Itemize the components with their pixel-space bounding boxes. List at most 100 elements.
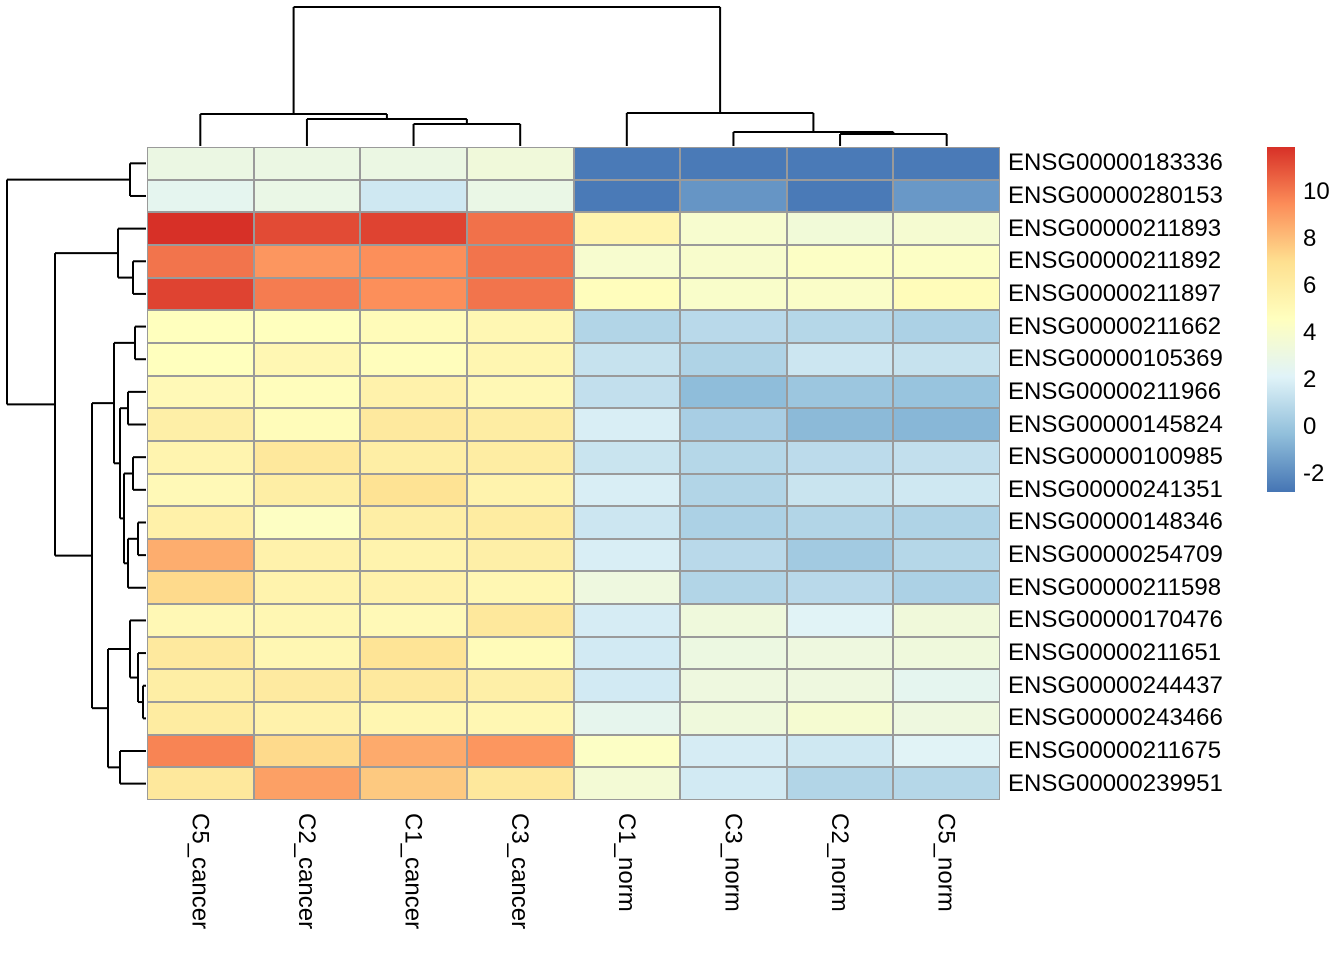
heatmap-cell — [253, 277, 361, 311]
column-label: C3_cancer — [506, 813, 534, 930]
heatmap-cell — [680, 571, 787, 605]
heatmap-cell — [253, 440, 361, 474]
row-label: ENSG00000183336 — [1008, 149, 1223, 177]
row-label: ENSG00000211897 — [1008, 279, 1222, 307]
heatmap-cell — [786, 538, 894, 572]
row-label: ENSG00000211966 — [1008, 377, 1222, 405]
heatmap-cell — [786, 277, 894, 311]
heatmap-cell — [147, 473, 254, 507]
heatmap-cell — [466, 767, 574, 800]
heatmap-cell — [253, 244, 361, 278]
heatmap-cell — [147, 669, 254, 703]
heatmap-cell — [786, 147, 894, 180]
heatmap-cell — [466, 506, 574, 539]
heatmap-cell — [466, 310, 574, 343]
heatmap-cell — [680, 636, 787, 670]
heatmap-cell — [573, 473, 681, 507]
heatmap-cell — [893, 147, 1000, 180]
heatmap-cell — [893, 767, 1000, 800]
row-dendrogram — [6, 162, 146, 785]
row-label: ENSG00000211892 — [1008, 247, 1222, 275]
heatmap-cell — [360, 702, 467, 735]
heatmap-cell — [786, 669, 894, 703]
heatmap-cell — [466, 277, 574, 311]
heatmap-cell — [786, 212, 894, 245]
heatmap-cell — [786, 375, 894, 409]
heatmap-cell — [573, 702, 681, 735]
heatmap-cell — [573, 506, 681, 539]
heatmap-cell — [253, 212, 361, 245]
heatmap-cell — [466, 734, 574, 768]
heatmap-cell — [253, 538, 361, 572]
heatmap-cell — [466, 408, 574, 441]
row-label: ENSG00000145824 — [1008, 410, 1223, 438]
heatmap-cell — [786, 179, 894, 213]
heatmap-cell — [147, 408, 254, 441]
heatmap-cell — [680, 506, 787, 539]
heatmap-cell — [360, 538, 467, 572]
heatmap-cell — [786, 342, 894, 376]
heatmap-cell — [893, 244, 1000, 278]
heatmap-cell — [466, 375, 574, 409]
heatmap-cell — [360, 506, 467, 539]
row-label: ENSG00000100985 — [1008, 443, 1223, 471]
heatmap-cell — [893, 310, 1000, 343]
row-label: ENSG00000239951 — [1008, 769, 1223, 797]
heatmap-cell — [253, 179, 361, 213]
heatmap-cell — [360, 669, 467, 703]
heatmap-cell — [680, 342, 787, 376]
heatmap-cell — [893, 669, 1000, 703]
heatmap-cell — [253, 473, 361, 507]
heatmap-cell — [466, 669, 574, 703]
heatmap-cell — [680, 702, 787, 735]
heatmap-cell — [893, 636, 1000, 670]
heatmap-cell — [680, 375, 787, 409]
heatmap-cell — [360, 310, 467, 343]
heatmap-cell — [573, 179, 681, 213]
heatmap-cell — [680, 734, 787, 768]
heatmap-cell — [680, 147, 787, 180]
heatmap-cell — [573, 212, 681, 245]
heatmap-cell — [573, 669, 681, 703]
heatmap-cell — [360, 342, 467, 376]
heatmap-cell — [573, 538, 681, 572]
heatmap-cell — [466, 571, 574, 605]
heatmap-cell — [680, 244, 787, 278]
heatmap-cell — [893, 604, 1000, 637]
heatmap-cell — [360, 767, 467, 800]
heatmap-cell — [786, 571, 894, 605]
heatmap-cell — [680, 179, 787, 213]
heatmap-cell — [893, 212, 1000, 245]
heatmap-cell — [147, 538, 254, 572]
heatmap-cell — [360, 636, 467, 670]
row-label: ENSG00000211662 — [1008, 312, 1222, 340]
heatmap-cell — [680, 408, 787, 441]
heatmap-cell — [253, 767, 361, 800]
column-dendrogram — [199, 6, 948, 146]
heatmap-cell — [147, 440, 254, 474]
heatmap-cell — [360, 244, 467, 278]
heatmap-cell — [573, 342, 681, 376]
heatmap-cell — [573, 767, 681, 800]
heatmap-cell — [893, 538, 1000, 572]
heatmap-cell — [893, 342, 1000, 376]
heatmap-cell — [893, 277, 1000, 311]
heatmap-cell — [253, 702, 361, 735]
heatmap-cell — [466, 342, 574, 376]
heatmap-cell — [360, 212, 467, 245]
column-label: C2_cancer — [292, 813, 320, 930]
heatmap-cell — [573, 277, 681, 311]
heatmap-cell — [147, 342, 254, 376]
heatmap-cell — [147, 506, 254, 539]
heatmap-cell — [253, 636, 361, 670]
heatmap-cell — [147, 244, 254, 278]
row-label: ENSG00000280153 — [1008, 181, 1223, 209]
heatmap-cell — [680, 604, 787, 637]
heatmap-cell — [786, 408, 894, 441]
row-label: ENSG00000243466 — [1008, 704, 1223, 732]
column-label: C5_norm — [932, 813, 960, 912]
heatmap-cell — [680, 310, 787, 343]
column-label: C3_norm — [719, 813, 747, 912]
heatmap-cell — [360, 440, 467, 474]
heatmap-cell — [466, 604, 574, 637]
